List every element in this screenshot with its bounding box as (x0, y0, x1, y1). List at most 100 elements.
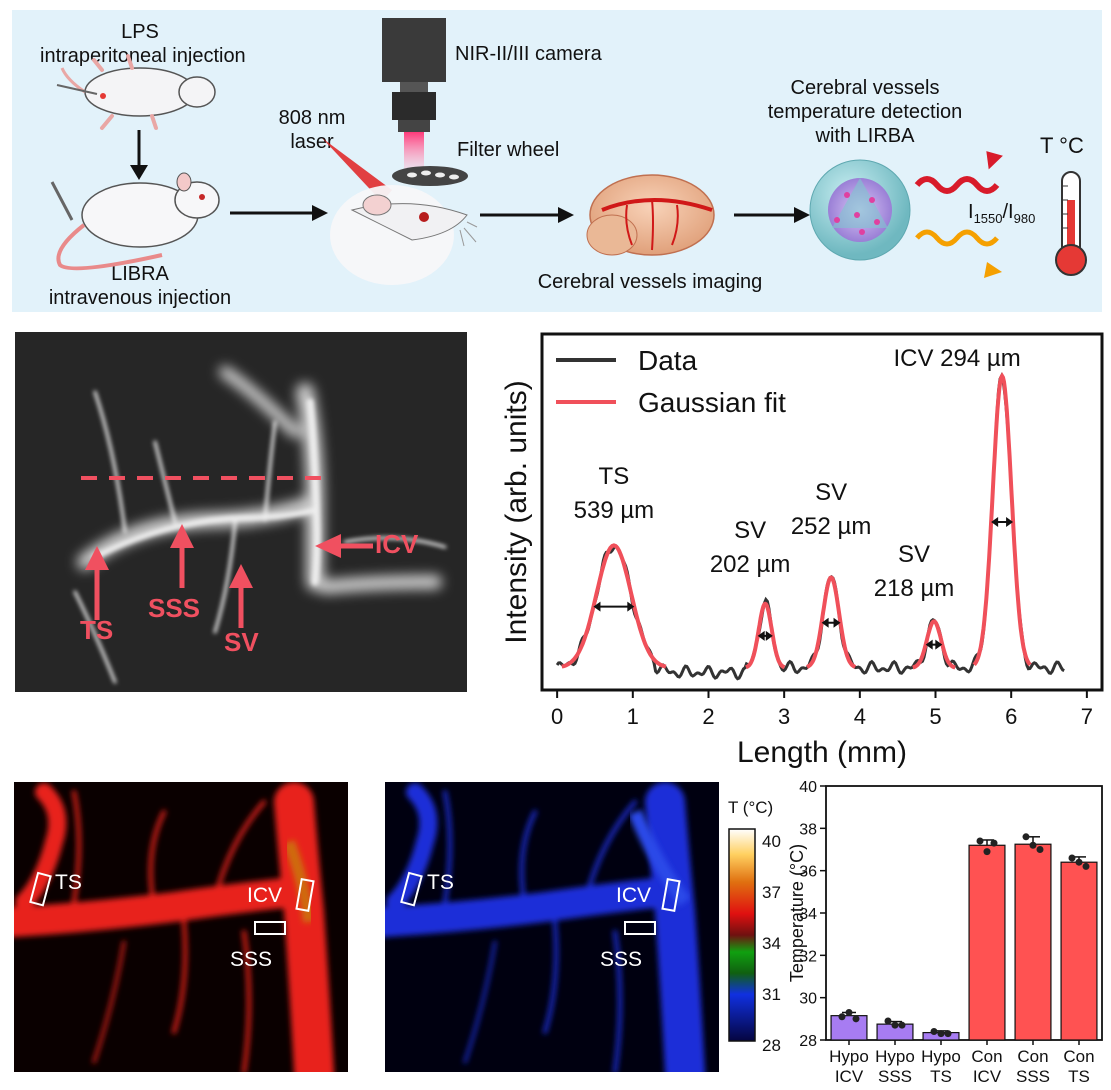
peak-label-4: ICV 294 µm (893, 345, 1020, 372)
thermal2-label-icv: ICV (616, 884, 652, 907)
brain-icon (586, 174, 715, 256)
arrowhead-icon (312, 205, 328, 221)
profile-chart: 0 1 2 3 4 5 6 7 Length (mm) Intensity (arb. units… (500, 332, 1104, 769)
nanoparticle-icon (809, 159, 911, 261)
data-point-4-1 (1029, 841, 1037, 849)
data-point-5-1 (1075, 858, 1083, 866)
data-point-1-1 (891, 1021, 899, 1029)
colorbar-tick-40: 40 (762, 832, 781, 851)
data-point-0-2 (852, 1015, 860, 1023)
legend-label-data: Data (638, 345, 698, 376)
ratio-label: I1550/I980 (968, 201, 1036, 226)
data-point-1-2 (898, 1021, 906, 1029)
data-point-2-0 (930, 1028, 938, 1036)
filter-wheel-icon (392, 166, 468, 186)
colorbar-tick-28: 28 (762, 1036, 781, 1055)
gaussian-fit-4 (972, 372, 1032, 667)
nir-label-sv: SV (224, 627, 259, 657)
detection-label: Cerebral vessels temperature detection w… (767, 77, 963, 147)
bar-4 (1014, 843, 1052, 1041)
roi-ts (29, 871, 52, 907)
bar-5 (1060, 861, 1098, 1041)
data-point-5-2 (1082, 862, 1090, 870)
gaussian-fit-3 (912, 619, 956, 670)
y-tick-label: 34 (799, 906, 817, 923)
workflow-illustration (50, 18, 1087, 285)
thermal-map-control (385, 782, 719, 1072)
x-tick-label-group: Con (971, 1047, 1002, 1066)
laser-beam-icon (322, 138, 392, 202)
peak-width-1: 202 µm (710, 551, 791, 578)
down-arrowhead-icon (130, 165, 148, 180)
imaging-label: Cerebral vessels imaging (537, 271, 763, 293)
nir-label-icv: ICV (375, 529, 419, 559)
thermal1-label-sss: SSS (230, 948, 273, 971)
data-point-3-2 (990, 839, 998, 847)
camera-icon (382, 18, 446, 172)
arrowhead-icon-3 (794, 207, 810, 223)
peak-width-3: 218 µm (874, 575, 955, 602)
mouse-imaging-icon (330, 185, 478, 285)
roi-icv (295, 878, 315, 912)
peak-name-1: SV (734, 517, 766, 544)
data-point-4-0 (1022, 833, 1030, 841)
x-tick-label-group: Hypo (921, 1047, 961, 1066)
x-tick-label-region: TS (1068, 1067, 1090, 1086)
x-tick-label: 1 (627, 704, 639, 729)
emission-980-icon (915, 229, 999, 247)
peak-width-0: 539 µm (574, 497, 655, 524)
y-tick-label: 40 (799, 779, 817, 796)
x-tick-label-region: SSS (1016, 1067, 1050, 1086)
emission-980-arrowhead-icon (984, 262, 1002, 278)
roi-sss (254, 921, 286, 935)
gaussian-fit-2 (806, 575, 857, 669)
y-tick-label: 36 (799, 864, 817, 881)
y-tick-label: 32 (799, 948, 817, 965)
mouse-lps-icon (56, 54, 216, 130)
x-tick-label: 7 (1081, 704, 1093, 729)
data-point-0-0 (838, 1013, 846, 1021)
data-point-0-1 (845, 1008, 853, 1016)
x-tick-label-group: Hypo (829, 1047, 869, 1066)
roi-sss-2 (624, 921, 656, 935)
fwhm-arrowhead-4 (991, 517, 1014, 527)
bar-3 (968, 844, 1006, 1041)
camera-label: NIR-II/III camera (455, 43, 602, 65)
y-tick-label: 38 (799, 821, 817, 838)
x-tick-label: 5 (929, 704, 941, 729)
colorbar-title: T (°C) (728, 798, 774, 817)
colorbar-tick-34: 34 (762, 934, 781, 953)
mouse-libra-icon (50, 172, 220, 271)
x-tick-label-region: ICV (835, 1067, 864, 1086)
colorbar-tick-37: 37 (762, 883, 781, 902)
filter-wheel-label: Filter wheel (457, 139, 560, 161)
y-axis-label: Temperature (°C) (787, 844, 807, 982)
thermal1-label-ts: TS (55, 871, 82, 894)
x-tick-label-region: ICV (973, 1067, 1002, 1086)
data-point-4-2 (1036, 846, 1044, 853)
data-point-3-0 (976, 837, 984, 845)
colorbar (728, 828, 756, 1042)
x-tick-label-group: Hypo (875, 1047, 915, 1066)
y-axis-label: Intensity (arb. units) (500, 380, 533, 643)
legend-label-fit: Gaussian fit (638, 387, 786, 418)
x-axis-label: Length (mm) (737, 736, 907, 769)
plot-frame (540, 332, 1104, 692)
thermal2-label-sss: SSS (600, 948, 643, 971)
x-tick-label-region: SSS (878, 1067, 912, 1086)
nir-image (15, 332, 467, 692)
y-tick-label: 30 (799, 991, 817, 1008)
x-tick-label: 2 (702, 704, 714, 729)
thermometer-label: T °C (1040, 133, 1084, 158)
peak-name-2: SV (815, 479, 847, 506)
x-tick-label: 3 (778, 704, 790, 729)
laser-label: 808 nm laser (278, 107, 346, 153)
emission-1550-arrowhead-icon (986, 151, 1003, 170)
gaussian-fit-1 (745, 601, 786, 670)
fwhm-arrowhead-3 (925, 639, 943, 650)
nir-label-ts: TS (80, 615, 114, 645)
x-tick-label: 4 (854, 704, 866, 729)
thermometer-icon (1055, 171, 1087, 276)
peak-name-3: SV (898, 541, 930, 568)
